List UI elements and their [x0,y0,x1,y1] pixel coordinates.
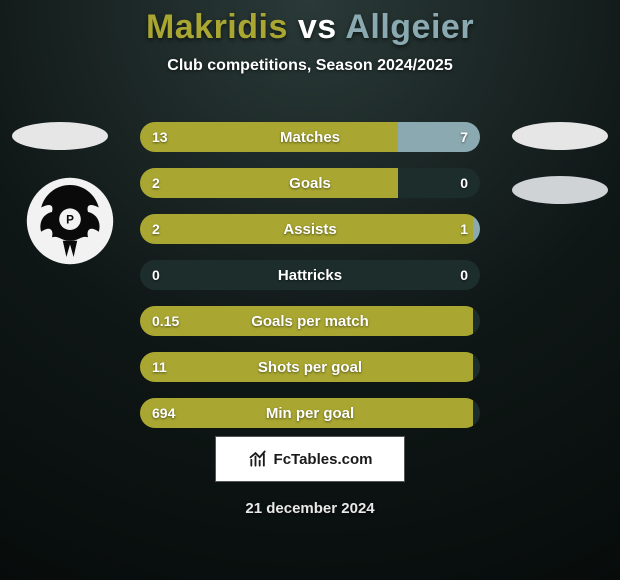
subtitle: Club competitions, Season 2024/2025 [0,57,620,75]
stat-row: Goals per match0.15 [140,306,480,336]
stat-row: Assists2 1 [140,214,480,244]
right-team-badge-2 [510,172,610,208]
stat-left-value: 2 [152,214,160,244]
stat-left-value: 11 [152,352,167,382]
svg-text:P: P [66,214,74,227]
watermark-text: FcTables.com [274,451,373,468]
chart-icon [248,449,268,469]
stats-container: Matches137Goals20Assists21Hattricks00Goa… [140,122,480,444]
stat-label: Assists [140,214,480,244]
watermark-box: FcTables.com [215,436,405,482]
stat-right-value: 7 [460,122,468,152]
page-title: Makridis vs Allgeier [0,0,620,47]
title-player1: Makridis [146,8,288,46]
stat-row: Goals2 0 [140,168,480,198]
stat-label: Min per goal [140,398,480,428]
stat-left-value: 2 [152,168,160,198]
stat-row: Min per goal694 [140,398,480,428]
stat-right-value: 1 [460,214,468,244]
stat-label: Matches [140,122,480,152]
stat-left-value: 13 [152,122,168,152]
stat-left-value: 0.15 [152,306,179,336]
stat-right-value: 0 [460,168,468,198]
stat-label: Goals [140,168,480,198]
stat-left-value: 0 [152,260,160,290]
left-team-badge [10,118,110,154]
stat-row: Hattricks0 0 [140,260,480,290]
stat-row: Shots per goal11 [140,352,480,382]
stat-row: Matches13 7 [140,122,480,152]
title-vs: vs [288,8,345,46]
left-team-crest: P [25,176,115,266]
stat-label: Hattricks [140,260,480,290]
stat-right-value: 0 [460,260,468,290]
stat-label: Shots per goal [140,352,480,382]
stat-left-value: 694 [152,398,175,428]
stat-label: Goals per match [140,306,480,336]
right-team-badge-1 [510,118,610,154]
title-player2: Allgeier [345,8,474,46]
date-text: 21 december 2024 [245,500,374,517]
